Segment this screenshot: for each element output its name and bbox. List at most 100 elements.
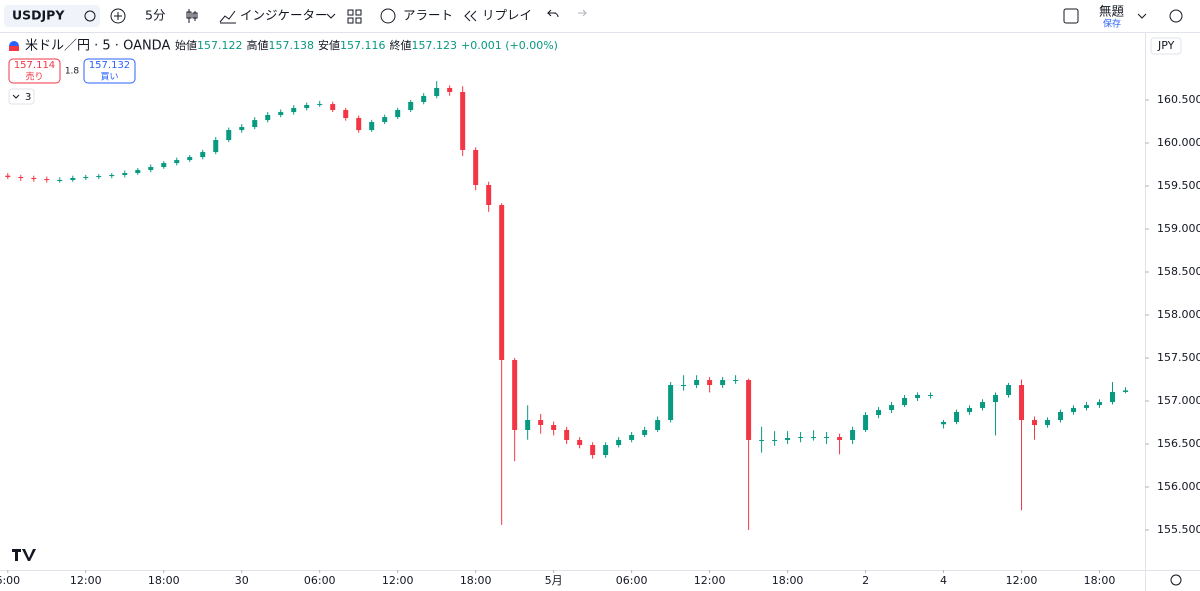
close-label: 終値: [390, 38, 412, 52]
open-value: 157.122: [197, 39, 243, 52]
indicator-toggle-icon: [12, 94, 20, 99]
replay-icon: [464, 10, 477, 22]
candle-body: [694, 380, 700, 386]
candle-body: [668, 385, 674, 421]
candle-body: [499, 205, 505, 360]
y-tick-label: 157.500: [1157, 351, 1200, 364]
candle-body: [759, 439, 765, 441]
y-tick-label: 159.000: [1157, 222, 1200, 235]
symbol[interactable]: USDJPY: [12, 8, 65, 23]
candle-body: [252, 120, 258, 128]
candle-body: [681, 385, 687, 387]
flag-icon: [9, 46, 19, 51]
x-tick-label: 30: [235, 574, 249, 587]
candle-body: [187, 157, 193, 161]
settings-button[interactable]: [1170, 574, 1182, 586]
candle-body: [382, 117, 388, 123]
candle-body: [291, 108, 297, 113]
candle-body: [83, 176, 89, 179]
close-value: 157.123: [412, 39, 458, 52]
candle-body: [421, 95, 427, 102]
indicators-button[interactable]: インジケーター: [240, 8, 328, 23]
x-tick-label: 18:00: [772, 574, 804, 587]
x-tick-label: 12:00: [70, 574, 102, 587]
x-tick-label: 06:00: [304, 574, 336, 587]
candle-body: [603, 445, 609, 456]
candle-body: [213, 140, 219, 153]
quick-search[interactable]: [1169, 9, 1183, 23]
candle-body: [577, 439, 583, 446]
candle-body: [356, 117, 362, 131]
candle-body: [980, 402, 986, 408]
buy-label[interactable]: 買い: [100, 72, 118, 83]
save-status[interactable]: 保存: [1103, 18, 1121, 30]
indicators-dropdown[interactable]: [326, 13, 336, 19]
currency-box[interactable]: [1150, 37, 1182, 55]
candle-body: [1097, 402, 1103, 406]
candle-body: [837, 437, 843, 440]
x-tick-label: 4: [940, 574, 947, 587]
candle-body: [902, 398, 908, 406]
alert-button[interactable]: アラート: [403, 8, 453, 23]
indicator-toggle[interactable]: [8, 88, 35, 105]
candle-body: [616, 439, 622, 446]
candle-body: [1006, 385, 1012, 395]
candle-body: [5, 175, 11, 177]
plot: 155.500 156.000 156.500 157.000 157.500 158.0…: [0, 81, 1200, 587]
candle-body: [551, 425, 557, 430]
replay-button[interactable]: リプレイ: [482, 8, 532, 23]
candle-body: [1123, 390, 1129, 392]
candle-body: [746, 380, 752, 440]
redo-button[interactable]: [578, 9, 588, 17]
sell-button[interactable]: [8, 58, 61, 84]
toolbar: [0, 0, 1200, 32]
open-label: 始値: [175, 38, 197, 52]
chart-type-button[interactable]: [186, 9, 198, 23]
y-tick-label: 155.500: [1157, 523, 1200, 536]
candle-body: [1058, 412, 1064, 421]
compare-button[interactable]: [110, 8, 126, 24]
candle-body: [473, 149, 479, 185]
sell-label[interactable]: 売り: [25, 71, 43, 83]
candle-body: [239, 127, 245, 131]
candle-body: [798, 437, 804, 439]
interval-button[interactable]: 5分: [145, 8, 165, 23]
candle-body: [70, 178, 76, 180]
candle-body: [889, 405, 895, 411]
indicator-count[interactable]: 3: [25, 92, 31, 103]
undo-button[interactable]: [546, 9, 559, 18]
candle-body: [850, 429, 856, 440]
candle-body: [525, 420, 531, 430]
currency[interactable]: JPY: [1157, 39, 1175, 52]
candle-body: [44, 179, 50, 181]
y-tick-label: 159.500: [1157, 179, 1200, 192]
buy-price[interactable]: 157.132: [89, 60, 130, 71]
symbol-icon[interactable]: [84, 10, 96, 22]
layout-name[interactable]: 無題: [1099, 4, 1125, 19]
tv-logo[interactable]: [12, 549, 36, 561]
x-tick-label: 18:00: [460, 574, 492, 587]
candle-body: [408, 101, 414, 110]
candle-body: [31, 178, 37, 180]
layout-dropdown[interactable]: [1137, 13, 1147, 19]
candle-body: [655, 420, 661, 430]
x-tick-label: 18:00: [148, 574, 180, 587]
candle-body: [395, 109, 401, 118]
templates-button[interactable]: [347, 9, 362, 24]
candle-body: [954, 412, 960, 422]
x-tick-label: 18:00: [1084, 574, 1116, 587]
x-tick-label: 2: [862, 574, 869, 587]
low-value: 157.116: [340, 39, 386, 52]
layout-button[interactable]: [1063, 8, 1079, 24]
sell-price[interactable]: 157.114: [14, 60, 55, 71]
buy-button[interactable]: [83, 58, 136, 84]
y-tick-label: 160.500: [1157, 93, 1200, 106]
candle-body: [96, 176, 102, 178]
candle-body: [161, 163, 167, 168]
compare-icon: [114, 12, 122, 20]
x-tick-label: 6:00: [0, 574, 20, 587]
candle-body: [200, 152, 206, 158]
symbol-search[interactable]: [4, 5, 100, 27]
candle-body: [512, 359, 518, 430]
